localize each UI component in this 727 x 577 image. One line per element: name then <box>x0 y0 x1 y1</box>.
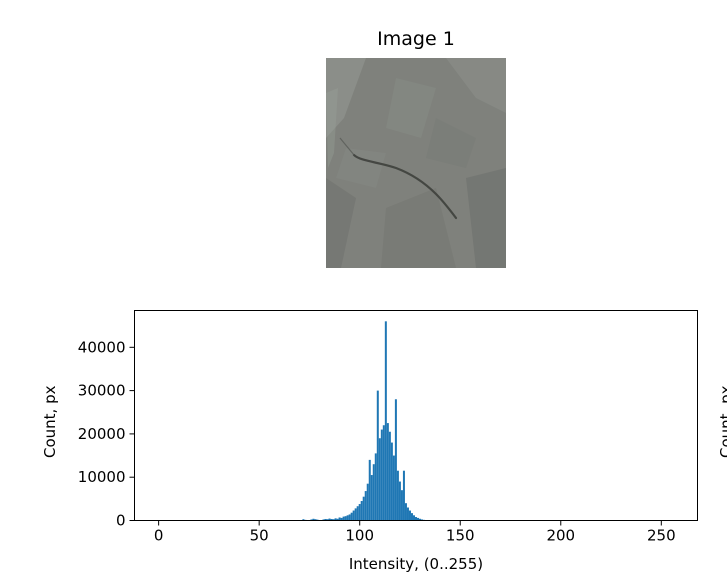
histogram-bar <box>400 490 403 521</box>
histogram-bar <box>410 513 413 521</box>
x-tick-label: 250 <box>647 527 676 545</box>
x-tick-label: 50 <box>250 527 269 545</box>
histogram-bar <box>394 399 397 521</box>
histogram-bar <box>326 519 329 521</box>
histogram-bar <box>378 438 381 521</box>
histogram-bar <box>414 517 418 521</box>
histogram-bar <box>336 518 339 521</box>
histogram-bar <box>412 515 415 521</box>
histogram-bar <box>352 510 355 521</box>
histogram-bar <box>334 518 337 521</box>
y-tick-label: 0 <box>116 512 126 530</box>
histogram-bar <box>421 519 424 521</box>
histogram-bar <box>408 510 411 521</box>
second-chart-y-axis-label: Count, px <box>717 385 727 458</box>
histogram-bar <box>328 518 331 521</box>
y-tick-label: 40000 <box>78 338 126 356</box>
histogram-bar <box>382 425 385 521</box>
histogram-bar <box>354 508 357 521</box>
histogram-bar <box>402 470 405 521</box>
histogram-bar <box>348 514 351 521</box>
surface-texture <box>326 58 506 268</box>
plot-frame <box>134 310 698 521</box>
histogram-bar <box>360 501 363 521</box>
crack-line <box>352 153 458 220</box>
histogram-bar <box>342 516 345 521</box>
histogram-bar <box>392 455 395 521</box>
histogram-bar <box>302 519 305 521</box>
histogram-bar <box>314 519 317 521</box>
histogram-bar <box>370 475 373 521</box>
histogram-bar <box>380 429 383 521</box>
concrete-surface-image <box>326 58 506 268</box>
histogram-bar <box>312 518 315 521</box>
histogram-bar <box>362 496 365 521</box>
histogram-bar <box>358 504 361 521</box>
x-tick-label: 100 <box>345 527 374 545</box>
y-tick-label: 10000 <box>78 468 126 486</box>
histogram-bar <box>417 517 420 521</box>
histogram-bar <box>398 481 401 521</box>
histogram-bar <box>366 483 369 521</box>
histogram-bar <box>330 518 333 521</box>
histogram-bar <box>356 506 359 521</box>
y-axis-ticks: 0 10000 20000 30000 40000 <box>78 338 135 530</box>
histogram-bar <box>324 518 327 521</box>
image-panel <box>326 58 506 268</box>
x-tick-label: 200 <box>546 527 575 545</box>
histogram-bar <box>396 470 399 521</box>
x-tick-label: 0 <box>154 527 164 545</box>
histogram-bar <box>406 507 409 521</box>
histogram-bar <box>338 517 341 521</box>
x-tick-label: 150 <box>446 527 475 545</box>
histogram-bar <box>419 518 422 521</box>
histogram-bars <box>302 321 426 521</box>
x-axis-label: Intensity, (0..255) <box>348 555 484 573</box>
histogram-bar <box>388 431 391 521</box>
image-title: Image 1 <box>377 28 455 50</box>
x-axis-ticks: 0 50 100 150 200 250 <box>154 520 676 545</box>
histogram-bar <box>368 459 371 521</box>
histogram-bar <box>344 516 347 521</box>
histogram-bar <box>340 517 343 521</box>
y-tick-label: 30000 <box>78 382 126 400</box>
histogram-bar <box>384 321 387 521</box>
histogram-bar <box>386 423 389 521</box>
y-tick-label: 20000 <box>78 425 126 443</box>
histogram-bar <box>346 515 349 521</box>
y-axis-label: Count, px <box>41 385 59 458</box>
histogram-bar <box>390 442 393 521</box>
histogram-bar <box>332 519 335 521</box>
crack-branch <box>339 137 355 156</box>
histogram-bar <box>404 503 407 521</box>
histogram-bar <box>322 519 325 521</box>
histogram-bar <box>364 491 367 521</box>
histogram-bar <box>372 464 375 521</box>
histogram-bar <box>350 512 353 521</box>
histogram-bar <box>374 453 377 521</box>
histogram-bar <box>310 519 313 521</box>
histogram-bar <box>376 390 379 521</box>
